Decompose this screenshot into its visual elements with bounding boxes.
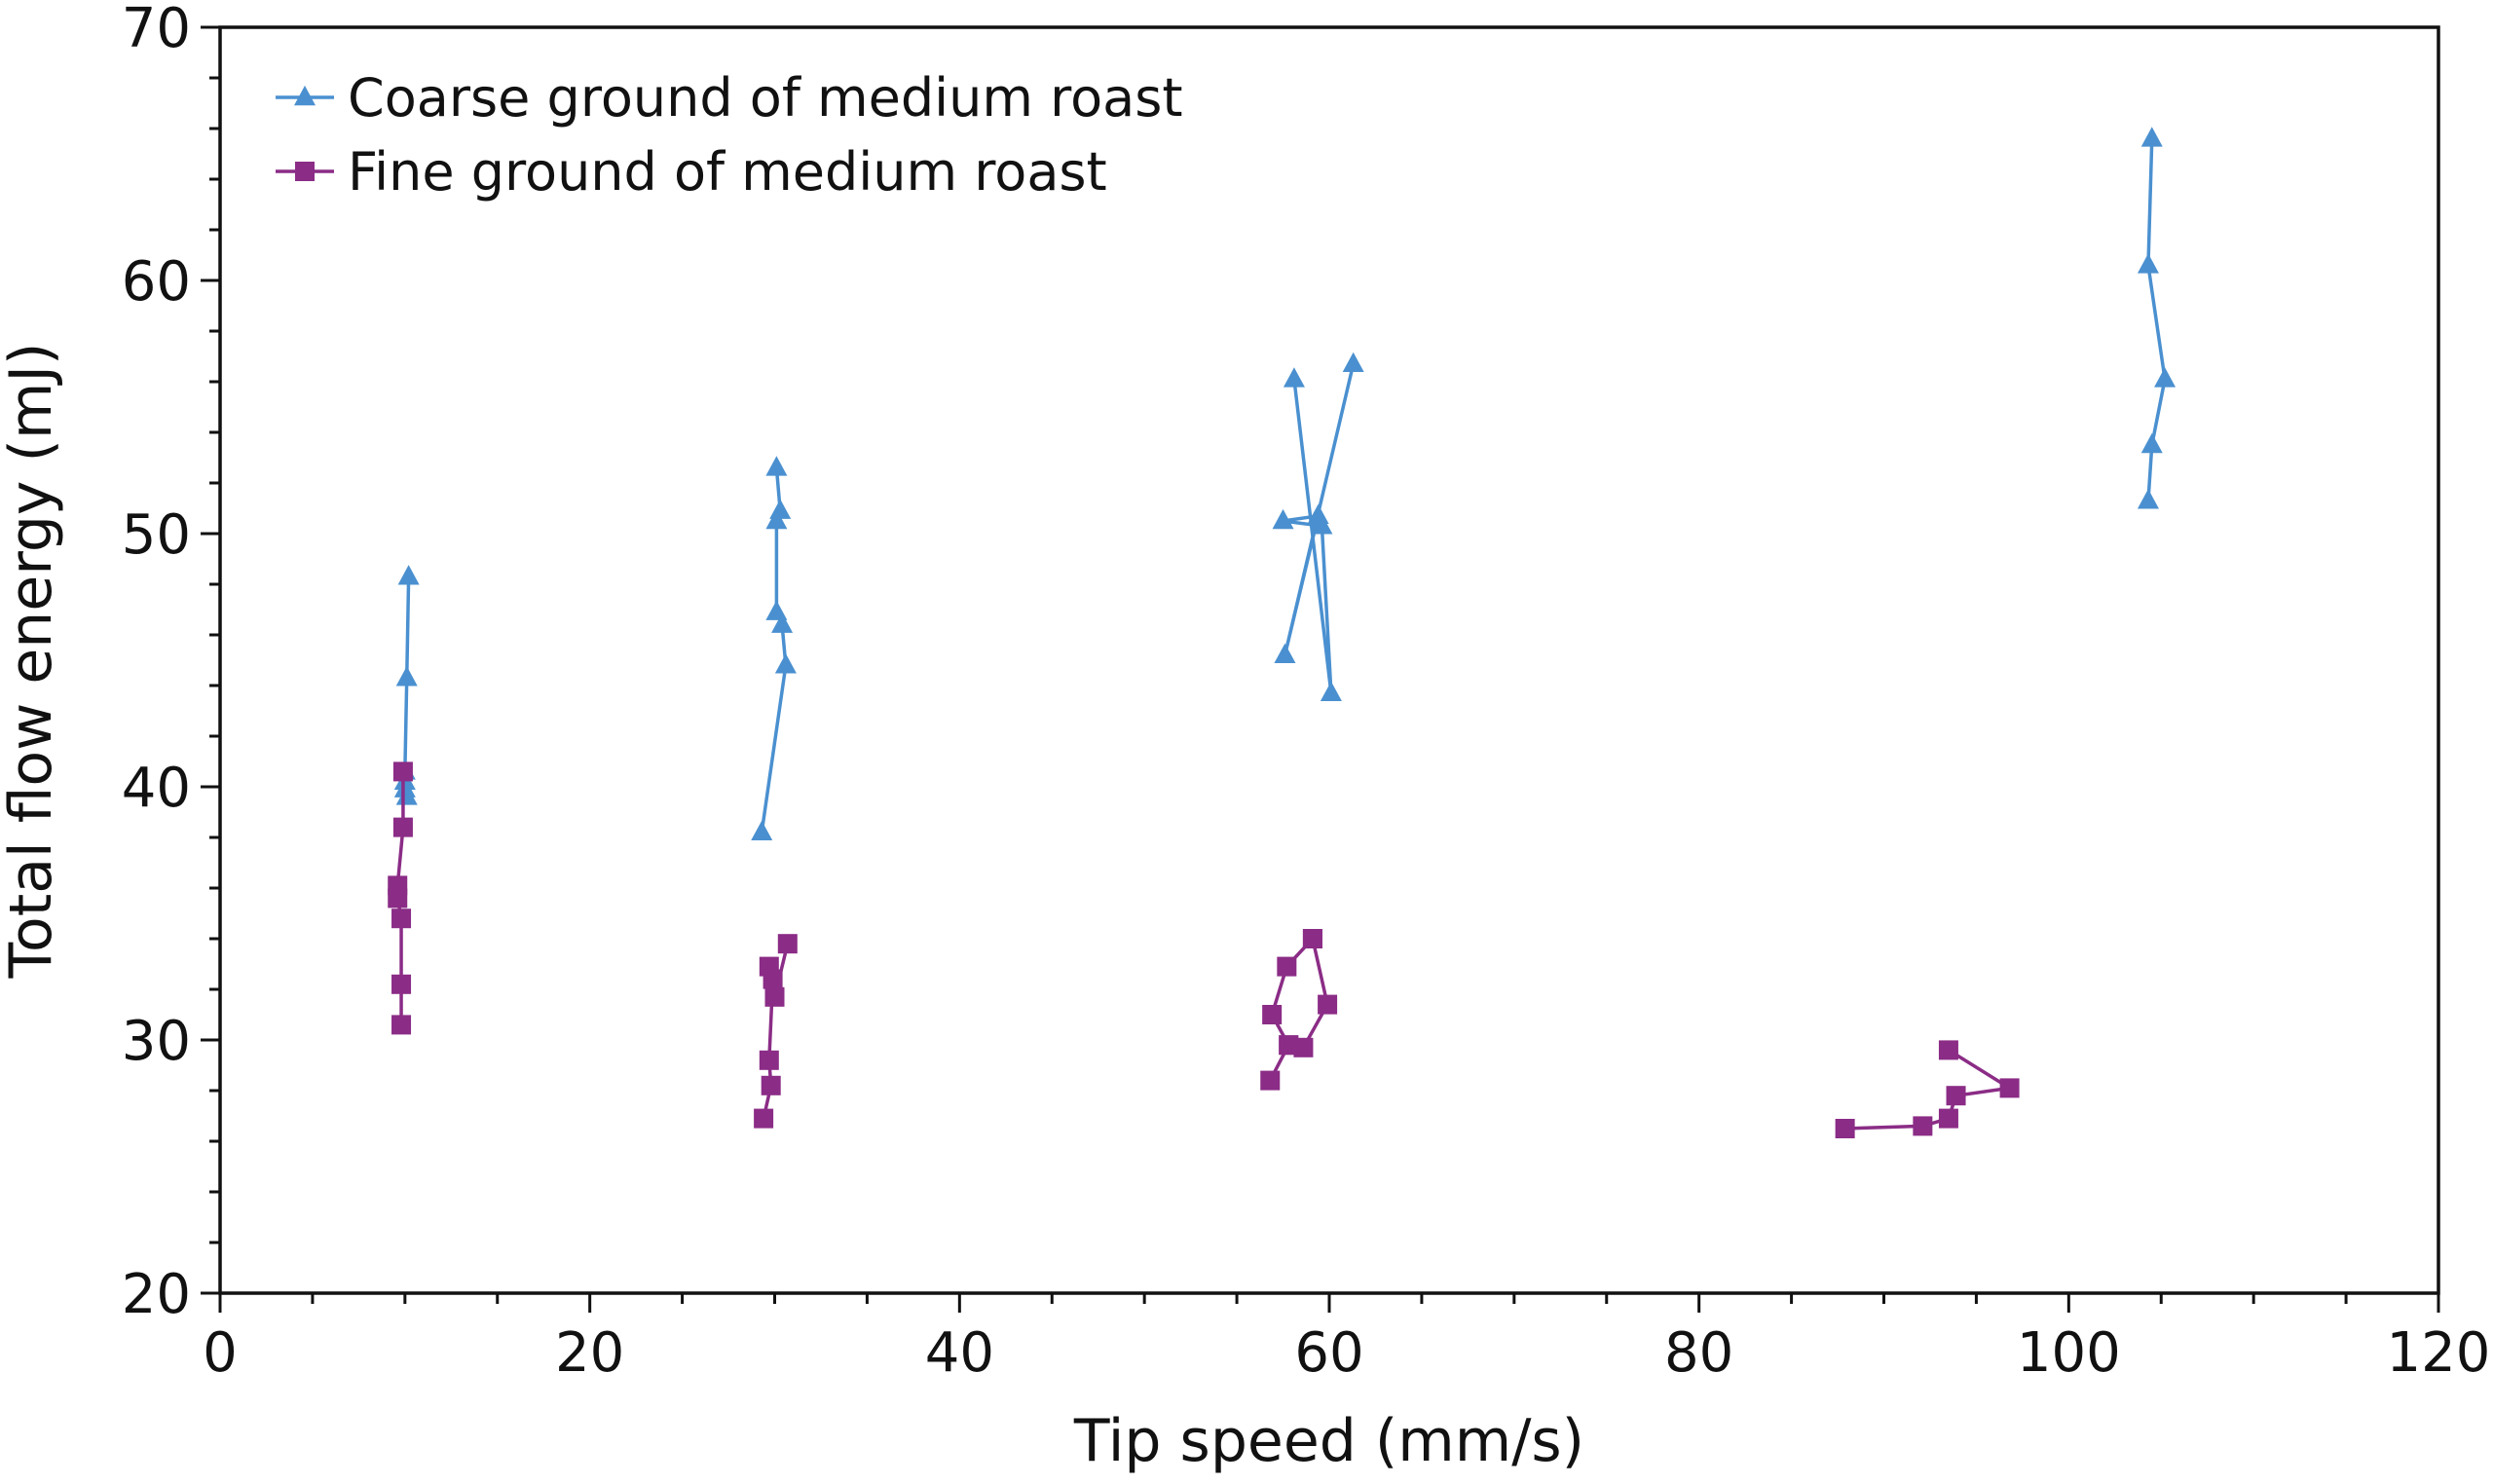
coarse-data-point	[765, 508, 788, 530]
y-tick-label: 40	[122, 757, 191, 820]
fine-data-point	[1999, 1078, 2020, 1098]
coarse-series	[393, 127, 2177, 841]
fine-data-point	[1277, 956, 1297, 977]
coarse-data-point	[1274, 643, 1296, 664]
fine-data-point	[1260, 1070, 1281, 1091]
legend-item-coarse: Coarse ground of medium roast	[276, 67, 1183, 129]
fine-data-point	[759, 1050, 779, 1070]
coarse-data-point	[774, 653, 797, 674]
coarse-data-point	[2137, 489, 2159, 509]
fine-data-point	[1279, 1035, 1299, 1056]
x-tick-label: 40	[925, 1321, 994, 1385]
coarse-data-point	[765, 456, 788, 476]
legend-label: Coarse ground of medium roast	[348, 67, 1183, 129]
fine-data-point	[761, 1075, 781, 1095]
y-tick-label: 30	[122, 1010, 191, 1073]
fine-data-point	[1938, 1108, 1958, 1129]
fine-data-point	[1318, 994, 1338, 1015]
fine-series-line	[1844, 1048, 2012, 1131]
x-tick-label: 60	[1294, 1321, 1363, 1385]
fine-data-point	[391, 909, 412, 929]
y-tick-label: 50	[122, 503, 191, 567]
y-tick-label: 60	[122, 250, 191, 314]
legend-item-fine: Fine ground of medium roast	[276, 141, 1107, 203]
fine-data-point	[1946, 1086, 1966, 1106]
coarse-data-point	[1311, 514, 1333, 535]
coarse-data-point	[2140, 127, 2163, 147]
coarse-data-point	[2154, 367, 2177, 388]
fine-data-point	[1262, 1005, 1283, 1024]
coarse-data-point	[1272, 508, 1294, 530]
coarse-data-point	[765, 600, 788, 620]
coarse-data-point	[395, 666, 418, 686]
fine-data-point	[392, 761, 413, 782]
series-layer	[388, 127, 2177, 1138]
x-tick-label: 120	[2387, 1321, 2491, 1385]
fine-data-point	[777, 934, 798, 954]
fine-data-point	[763, 969, 783, 989]
fine-data-point	[1938, 1040, 1958, 1060]
x-tick-label: 80	[1664, 1321, 1733, 1385]
fine-data-point	[1302, 929, 1322, 948]
legend-marker	[295, 162, 315, 181]
y-axis-label: Total flow energy (mJ)	[0, 343, 65, 980]
coarse-data-point	[769, 499, 792, 519]
coarse-data-point	[771, 612, 794, 633]
legend-marker	[294, 85, 316, 106]
coarse-data-point	[1320, 681, 1342, 702]
fine-data-point	[392, 817, 413, 837]
x-tick-label: 20	[555, 1321, 624, 1385]
x-axis-label: Tip speed (mm/s)	[1073, 1407, 1584, 1475]
fine-data-point	[1293, 1037, 1314, 1057]
plot-frame	[218, 25, 2440, 1295]
y-tick-label: 20	[122, 1263, 191, 1326]
fine-data-point	[754, 1108, 774, 1129]
fine-data-point	[388, 888, 408, 909]
fine-data-point	[391, 974, 412, 994]
fine-data-point	[1913, 1116, 1933, 1136]
coarse-data-point	[751, 820, 773, 841]
fine-data-point	[764, 986, 785, 1007]
fine-series-line	[1270, 937, 1329, 1050]
coarse-data-point	[397, 565, 420, 585]
x-tick-label: 0	[203, 1321, 238, 1385]
fine-series	[388, 761, 2020, 1138]
coarse-data-point	[2140, 432, 2163, 454]
legend: Coarse ground of medium roast Fine ground…	[276, 67, 1183, 203]
coarse-data-point	[2137, 253, 2159, 274]
fine-data-point	[1835, 1119, 1855, 1138]
coarse-data-point	[1342, 352, 1364, 373]
fine-data-point	[391, 1015, 412, 1035]
x-tick-label: 100	[2017, 1321, 2121, 1385]
coarse-data-point	[1283, 367, 1305, 388]
y-tick-label: 70	[122, 0, 191, 60]
legend-label: Fine ground of medium roast	[348, 141, 1107, 203]
